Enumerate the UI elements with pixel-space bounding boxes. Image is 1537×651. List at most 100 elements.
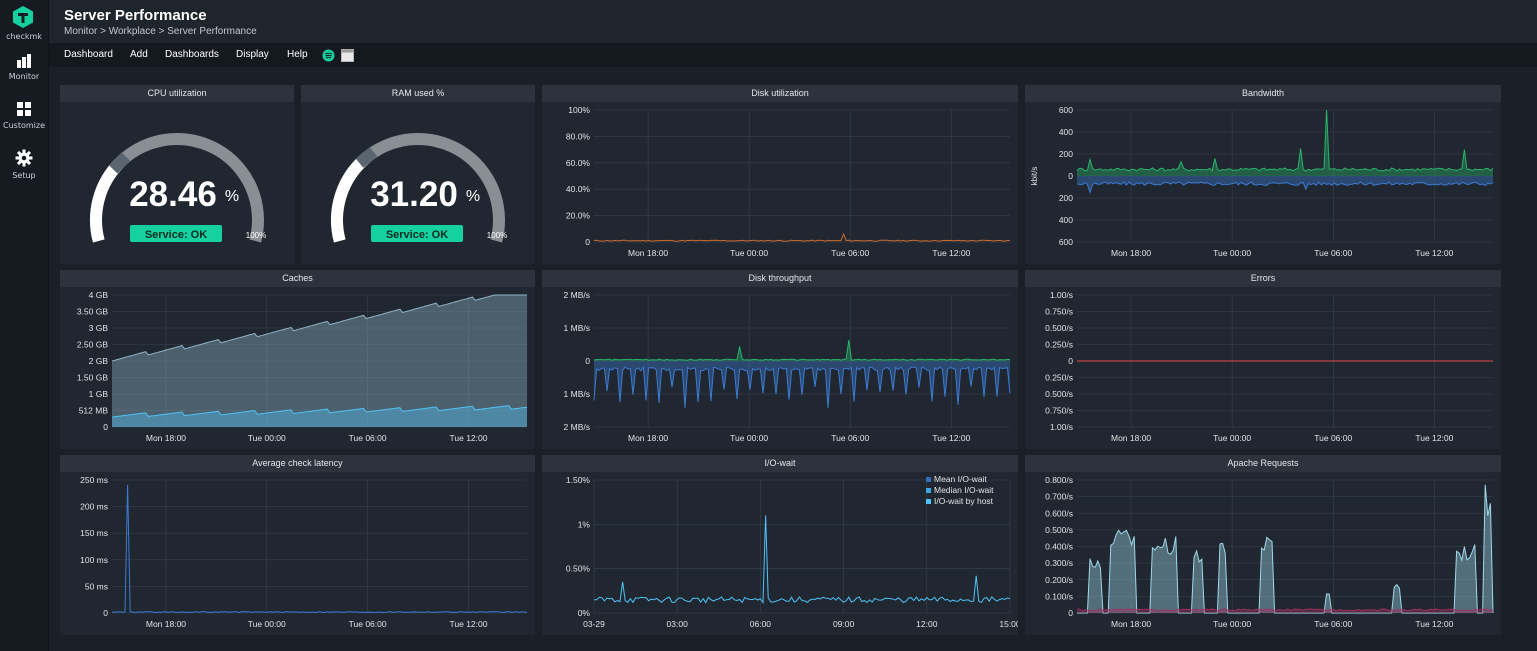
sidebar-item-customize[interactable]: Customize bbox=[0, 101, 48, 130]
menu-display[interactable]: Display bbox=[236, 49, 269, 60]
panel-title: RAM used % bbox=[301, 85, 535, 102]
y-tick-label: 0.600/s bbox=[1045, 508, 1073, 518]
legend-item: I/O-wait by host bbox=[934, 496, 994, 506]
gauge-value: 28.46 bbox=[129, 175, 217, 214]
checkmk-logo[interactable] bbox=[11, 5, 35, 29]
panel-disk-throughput: Disk throughput 2 MB/s 1 MB/s 0 1 MB/s 2 MB/… bbox=[542, 270, 1018, 449]
status-badge bbox=[130, 225, 222, 242]
x-tick-label: Tue 06:00 bbox=[349, 619, 387, 629]
sidebar-item-label: Setup bbox=[12, 171, 36, 180]
chart-grid bbox=[1077, 294, 1493, 428]
chart-grid bbox=[594, 109, 1010, 243]
menu-dashboards[interactable]: Dashboards bbox=[165, 49, 219, 60]
panel-title: Disk utilization bbox=[542, 85, 1018, 102]
status-icon[interactable] bbox=[322, 49, 335, 62]
panel-cpu-utilization: CPU utilization 28.46% Service: OK 0% 100% bbox=[60, 85, 294, 264]
menu-add[interactable]: Add bbox=[130, 49, 148, 60]
status-badge-label: Service: OK bbox=[145, 229, 207, 241]
panel-title: I/O-wait bbox=[542, 455, 1018, 472]
panel-caches: Caches 4 GB 3.50 GB 3 GB 2.50 GB 2 GB 1.50 GB… bbox=[60, 270, 535, 449]
panel-title: CPU utilization bbox=[60, 85, 294, 102]
y-tick-label: 0.250/s bbox=[1045, 340, 1073, 350]
panel-bandwidth: Bandwidth 600 400 200 0 200 400 600 Mon 18:00 Tu… bbox=[1025, 85, 1501, 264]
y-tick-label: 80.0% bbox=[566, 131, 591, 141]
y-tick-label: 50 ms bbox=[85, 581, 108, 591]
page-header: Server Performance Monitor > Workplace >… bbox=[49, 0, 1537, 43]
panel-title: Caches bbox=[60, 270, 535, 287]
panel-disk-utilization: Disk utilization 100% 80.0% 60.0% 40.0% 20.0… bbox=[542, 85, 1018, 264]
y-tick-label: 2 MB/s bbox=[564, 422, 590, 432]
panel-apache-requests: Apache Requests 0.800/s 0.700/s 0.600/s 0.5… bbox=[1025, 455, 1501, 635]
y-tick-label: 400 bbox=[1059, 127, 1073, 137]
y-tick-label: 2 MB/s bbox=[564, 290, 590, 300]
disk-utilization-chart: 100% 80.0% 60.0% 40.0% 20.0% 0 Mon 18:00 Tue 00… bbox=[566, 105, 1011, 258]
sidebar: checkmk Monitor Customize Setup bbox=[0, 0, 49, 651]
series-line bbox=[593, 365, 1011, 408]
dashboard: CPU utilization 28.46% Service: OK 0% 100% … bbox=[49, 67, 1537, 651]
y-tick-label: 0 bbox=[1068, 608, 1073, 618]
series-area bbox=[1077, 484, 1493, 613]
y-tick-label: 1.00/s bbox=[1050, 290, 1073, 300]
sidebar-item-setup[interactable]: Setup bbox=[0, 149, 48, 180]
panel-title: Bandwidth bbox=[1025, 85, 1501, 102]
y-tick-label: 1.50 GB bbox=[77, 373, 109, 383]
series-area bbox=[1077, 609, 1493, 613]
gauge-unit: % bbox=[466, 188, 480, 205]
x-tick-label: Tue 00:00 bbox=[1213, 433, 1251, 443]
y-tick-label: 0 bbox=[1068, 356, 1073, 366]
breadcrumb[interactable]: Monitor > Workplace > Server Performance bbox=[64, 26, 257, 37]
io-wait-chart: 1.50% 1% 0.50% 0%03-29 03:00 06:00 09:00 12:00 1… bbox=[566, 474, 1018, 629]
y-tick-label: 150 ms bbox=[80, 528, 108, 538]
panel-ram-used: RAM used % 31.20% Service: OK 0% 100% bbox=[301, 85, 535, 264]
page-title: Server Performance bbox=[64, 7, 207, 24]
panel-title: Disk throughput bbox=[542, 270, 1018, 287]
y-tick-label: 1% bbox=[578, 519, 591, 529]
x-tick-label: Mon 18:00 bbox=[1111, 433, 1151, 443]
series-area bbox=[1077, 176, 1493, 193]
x-tick-label: Tue 00:00 bbox=[248, 433, 286, 443]
y-tick-label: 250 ms bbox=[80, 475, 108, 485]
y-tick-label: 40.0% bbox=[566, 184, 591, 194]
y-tick-label: 512 MB bbox=[79, 406, 109, 416]
panel-title: Apache Requests bbox=[1025, 455, 1501, 472]
x-tick-label: Tue 12:00 bbox=[1415, 248, 1453, 258]
errors-chart: 1.00/s 0.750/s 0.500/s 0.250/s 0 0.250/s 0.500… bbox=[1045, 290, 1493, 443]
y-tick-label: 2 GB bbox=[89, 356, 109, 366]
chart-grid bbox=[1077, 479, 1493, 614]
series-area bbox=[594, 339, 1010, 361]
window-icon[interactable] bbox=[341, 49, 354, 62]
menu-dashboard[interactable]: Dashboard bbox=[64, 49, 113, 60]
x-tick-label: Tue 00:00 bbox=[730, 248, 768, 258]
status-badge-label: Service: OK bbox=[386, 229, 448, 241]
y-tick-label: 1.00/s bbox=[1050, 422, 1073, 432]
disk-throughput-chart: 2 MB/s 1 MB/s 0 1 MB/s 2 MB/s Mon 18:00 Tue 00… bbox=[564, 290, 1011, 443]
series-area bbox=[112, 405, 527, 427]
x-tick-label: Mon 18:00 bbox=[146, 433, 186, 443]
x-tick-label: Tue 06:00 bbox=[831, 433, 869, 443]
y-tick-label: 0.700/s bbox=[1045, 492, 1073, 502]
y-tick-label: 1.50% bbox=[566, 475, 591, 485]
x-tick-label: Tue 06:00 bbox=[1314, 248, 1352, 258]
series-line bbox=[1076, 109, 1494, 172]
y-tick-label: 3.50 GB bbox=[77, 307, 109, 317]
x-tick-label: Tue 00:00 bbox=[248, 619, 286, 629]
sidebar-item-label: Customize bbox=[3, 121, 45, 130]
y-tick-label: 4 GB bbox=[89, 290, 109, 300]
y-tick-label: 400 bbox=[1059, 215, 1073, 225]
gauge-marker bbox=[355, 147, 378, 168]
status-badge bbox=[371, 225, 463, 242]
x-tick-label: Mon 18:00 bbox=[146, 619, 186, 629]
legend-swatch bbox=[926, 488, 931, 493]
x-tick-label: Tue 12:00 bbox=[1415, 433, 1453, 443]
sidebar-item-monitor[interactable]: Monitor bbox=[0, 54, 48, 81]
caches-chart: 4 GB 3.50 GB 3 GB 2.50 GB 2 GB 1.50 GB 1 GB 512… bbox=[77, 290, 528, 443]
y-tick-label: 20.0% bbox=[566, 211, 591, 221]
series-line bbox=[1076, 608, 1494, 612]
logo-text: checkmk bbox=[6, 32, 42, 41]
series-line bbox=[593, 515, 1011, 605]
x-tick-label: Tue 12:00 bbox=[932, 248, 970, 258]
legend-item: Median I/O-wait bbox=[934, 485, 994, 495]
gauge-max-label: 100% bbox=[487, 231, 507, 240]
menu-help[interactable]: Help bbox=[287, 49, 308, 60]
x-tick-label: 03:00 bbox=[667, 619, 689, 629]
